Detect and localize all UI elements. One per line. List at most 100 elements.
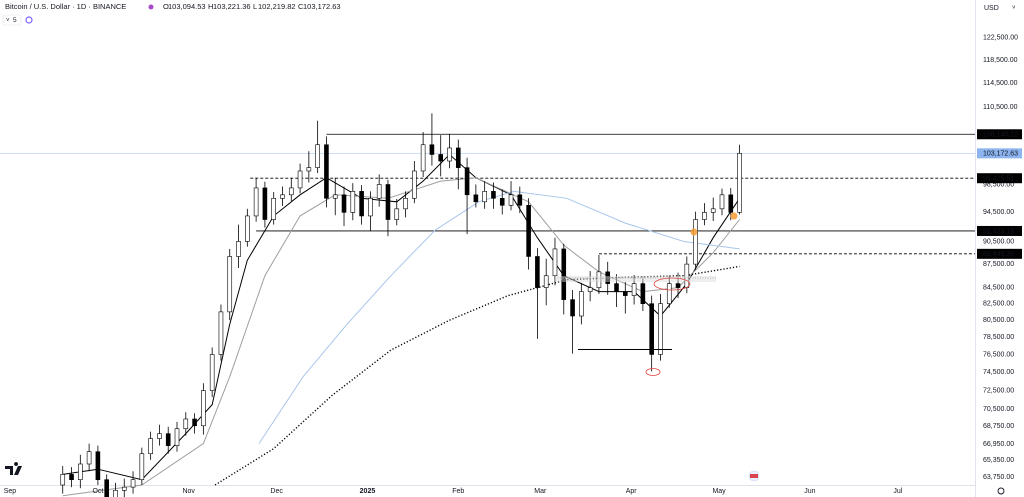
candle-body: [543, 275, 549, 288]
candle-body: [341, 194, 347, 213]
candle-body: [693, 219, 698, 265]
candle: [130, 471, 136, 494]
candle-body: [631, 283, 637, 296]
y-tick-label: 65,350.00: [983, 457, 1014, 464]
candle: [218, 304, 224, 361]
candle-body: [350, 191, 356, 213]
candle-body: [183, 418, 189, 430]
candle: [201, 383, 206, 435]
candle-body: [121, 486, 127, 491]
currency-caret: ˅: [1012, 6, 1016, 12]
y-tick-label: 114,500.00: [983, 80, 1018, 87]
candle: [359, 185, 364, 225]
candle-body: [306, 167, 312, 172]
candle: [306, 151, 312, 183]
x-tick-label: May: [712, 488, 726, 495]
y-tick-label: 94,500.00: [983, 209, 1014, 216]
candle-body: [280, 194, 285, 199]
event-icon[interactable]: [748, 470, 760, 482]
x-tick-label: Sep: [4, 488, 17, 495]
candle-body: [675, 283, 681, 288]
ohlc-value: 102,219.82: [258, 2, 296, 11]
candle: [86, 443, 92, 472]
y-tick-label: 70,500.00: [983, 406, 1014, 413]
candle: [209, 347, 215, 398]
candle-body: [227, 256, 233, 313]
candle-body: [262, 187, 268, 220]
candle-body: [684, 263, 690, 288]
candle-body: [297, 170, 303, 189]
moving-average: [62, 153, 741, 481]
candle: [297, 163, 303, 194]
indicator-count: 5: [13, 17, 17, 24]
last-price-badge: [977, 148, 1022, 159]
price-line-label: 88,849.30: [983, 251, 1014, 258]
x-tick-label: Oct: [92, 488, 103, 495]
candle: [482, 181, 487, 209]
ohlc-readout: O 103,094.53 H 103,221.36 L 102,219.82 C 103,17…: [163, 2, 341, 11]
candle-body: [710, 208, 716, 213]
candle: [412, 161, 417, 204]
y-tick-label: 74,500.00: [983, 369, 1014, 376]
candle-body: [702, 212, 707, 220]
candle-body: [78, 463, 83, 480]
candle-body: [359, 191, 364, 217]
candle-body: [165, 433, 171, 446]
price-line-badge: [977, 248, 1022, 259]
candle: [596, 254, 602, 294]
candle: [517, 186, 523, 214]
x-tick-label: Jul: [893, 488, 902, 495]
candle-body: [69, 474, 74, 480]
candle-body: [148, 438, 153, 455]
candle-body: [473, 194, 479, 203]
candle-body: [403, 197, 408, 210]
candle: [253, 177, 259, 222]
candle: [148, 431, 153, 460]
candle-body: [332, 194, 338, 199]
candle: [631, 274, 637, 305]
candle: [543, 258, 549, 306]
candle-body: [508, 194, 514, 206]
share-icon[interactable]: [148, 4, 154, 10]
candle-body: [209, 354, 215, 391]
candle-body: [60, 474, 66, 486]
y-tick-label: 84,500.00: [983, 284, 1014, 291]
x-tick-label: Feb: [452, 488, 464, 495]
candle-body: [579, 291, 584, 317]
candle: [455, 139, 461, 190]
y-tick-label: 87,500.00: [983, 261, 1014, 268]
logo[interactable]: [5, 462, 22, 475]
candle-body: [201, 390, 206, 427]
candle: [666, 275, 672, 308]
settings-button[interactable]: [997, 487, 1005, 495]
candle-body: [570, 299, 575, 317]
settings-icon: [997, 487, 1005, 495]
candle-body: [658, 303, 663, 355]
candle: [499, 189, 505, 215]
candle: [227, 248, 233, 321]
candle: [324, 136, 329, 208]
candle: [570, 289, 575, 354]
candle-body: [253, 187, 259, 217]
candle: [710, 197, 716, 221]
candle: [649, 295, 654, 372]
candle: [280, 186, 285, 206]
price-line-label: 106,140.22: [983, 132, 1018, 139]
candle: [658, 293, 663, 361]
x-tick-label: Nov: [182, 488, 195, 495]
ohlc-key: C: [298, 2, 304, 11]
candle: [78, 454, 83, 489]
candle-body: [552, 248, 558, 277]
indicator-toggle[interactable]: ˅ 5: [2, 14, 33, 26]
candle-body: [482, 191, 487, 203]
candle-body: [271, 197, 276, 220]
candle: [368, 191, 373, 232]
currency-button[interactable]: USD ˅: [984, 5, 1016, 12]
candle-body: [649, 303, 654, 355]
candle-body: [139, 453, 145, 480]
y-tick-label: 122,500.00: [983, 35, 1018, 42]
drawing-zone: [555, 276, 716, 282]
candle: [535, 248, 540, 339]
candle: [622, 282, 628, 314]
